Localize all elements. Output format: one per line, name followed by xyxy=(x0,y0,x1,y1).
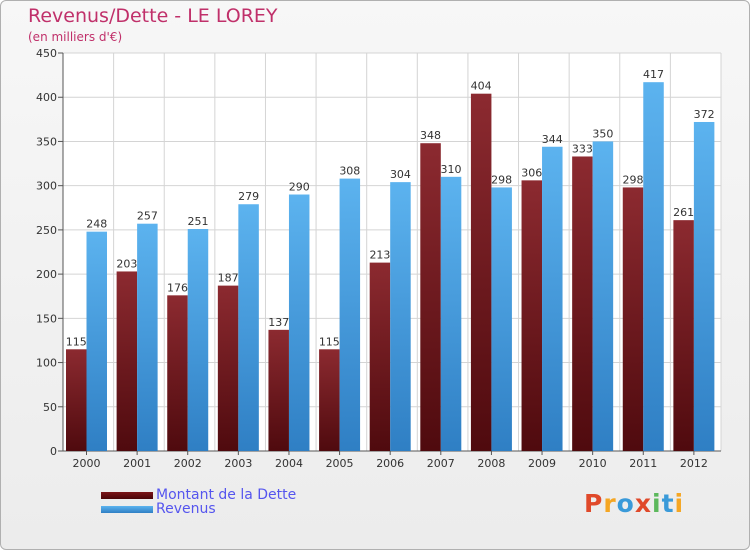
bar-revenus xyxy=(542,146,563,452)
bar-revenus xyxy=(643,82,664,451)
data-label-revenus: 257 xyxy=(137,210,158,223)
logo-letter: i xyxy=(674,489,685,518)
data-label-dette: 213 xyxy=(369,249,390,262)
bar-dette xyxy=(116,271,138,451)
x-tick-label: 2009 xyxy=(528,457,556,470)
bar-dette xyxy=(420,143,441,452)
bar-dette xyxy=(622,187,644,452)
x-tick-label: 2008 xyxy=(477,457,505,470)
bar-revenus xyxy=(288,194,310,451)
y-tick-label: 450 xyxy=(36,47,57,60)
y-tick-label: 100 xyxy=(36,357,57,370)
y-tick-label: 350 xyxy=(36,135,57,148)
bar-revenus xyxy=(137,223,158,451)
x-tick-label: 2003 xyxy=(224,457,252,470)
logo-letter: i xyxy=(652,489,662,518)
data-label-revenus: 372 xyxy=(694,108,715,121)
bar-revenus xyxy=(238,204,259,451)
y-tick-label: 250 xyxy=(36,224,57,237)
proxiti-logo: Proxiti xyxy=(584,489,684,518)
x-tick-label: 2004 xyxy=(275,457,303,470)
bar-dette xyxy=(268,329,289,451)
x-tick-label: 2001 xyxy=(123,457,151,470)
data-label-dette: 203 xyxy=(116,257,137,270)
chart-title: Revenus/Dette - LE LOREY xyxy=(28,5,278,27)
y-tick-label: 300 xyxy=(36,180,57,193)
y-tick-label: 50 xyxy=(43,401,57,414)
data-label-revenus: 417 xyxy=(643,68,664,81)
bar-revenus xyxy=(339,178,361,451)
x-tick-label: 2002 xyxy=(174,457,202,470)
bar-dette xyxy=(470,93,492,451)
data-label-dette: 348 xyxy=(420,129,441,142)
x-tick-label: 2005 xyxy=(326,457,354,470)
data-label-dette: 306 xyxy=(521,166,542,179)
y-tick-label: 150 xyxy=(36,312,57,325)
legend-swatch-revenus xyxy=(101,506,153,513)
x-tick-label: 2000 xyxy=(73,457,101,470)
x-tick-label: 2007 xyxy=(427,457,455,470)
data-label-dette: 404 xyxy=(471,80,492,93)
data-label-revenus: 248 xyxy=(86,218,107,231)
data-label-revenus: 298 xyxy=(491,173,512,186)
x-tick-label: 2006 xyxy=(376,457,404,470)
data-label-revenus: 279 xyxy=(238,190,259,203)
chart-subtitle: (en milliers d'€) xyxy=(28,30,123,44)
y-tick-label: 400 xyxy=(36,91,57,104)
data-label-dette: 187 xyxy=(218,272,239,285)
data-label-dette: 298 xyxy=(623,173,644,186)
bar-dette xyxy=(369,262,391,451)
data-label-dette: 261 xyxy=(673,206,694,219)
y-tick-label: 200 xyxy=(36,268,57,281)
legend-label-debt: Montant de la Dette xyxy=(156,487,297,503)
bar-dette xyxy=(167,295,188,451)
data-label-dette: 137 xyxy=(268,316,289,329)
data-label-revenus: 290 xyxy=(289,181,310,194)
logo-letter: o xyxy=(616,489,635,518)
legend-label-revenus: Revenus xyxy=(156,501,216,517)
x-tick-label: 2010 xyxy=(579,457,607,470)
y-tick-label: 0 xyxy=(50,445,57,458)
bar-dette xyxy=(319,349,340,451)
data-labels: 115 203 176 187 137 115 213 348 404 306 333 298 261 2… xyxy=(66,68,715,348)
bars xyxy=(66,82,715,452)
bar-revenus xyxy=(390,182,411,451)
bar-revenus xyxy=(693,121,715,451)
logo-letter: P xyxy=(584,489,604,518)
data-label-dette: 176 xyxy=(167,281,188,294)
bar-revenus xyxy=(592,141,614,451)
data-label-dette: 115 xyxy=(319,335,340,348)
bar-revenus xyxy=(86,231,107,451)
bar-revenus xyxy=(491,187,512,452)
legend-swatch-debt xyxy=(101,492,153,499)
bar-dette xyxy=(572,156,593,452)
bar-dette xyxy=(521,180,543,452)
x-tick-label: 2012 xyxy=(680,457,708,470)
bar-revenus xyxy=(187,229,209,451)
data-label-revenus: 308 xyxy=(339,165,360,178)
bar-dette xyxy=(217,285,239,451)
bar-dette xyxy=(66,349,87,451)
data-label-revenus: 304 xyxy=(390,168,411,181)
data-label-revenus: 350 xyxy=(592,127,613,140)
data-label-revenus: 344 xyxy=(542,133,563,146)
data-label-dette: 333 xyxy=(572,142,593,155)
data-label-dette: 115 xyxy=(66,335,87,348)
logo-letter: r xyxy=(603,489,617,518)
data-label-revenus: 251 xyxy=(187,215,208,228)
bar-dette xyxy=(673,220,694,451)
logo-letter: x xyxy=(634,489,652,518)
logo-letter: t xyxy=(661,489,675,518)
data-label-revenus: 310 xyxy=(441,163,462,176)
x-tick-label: 2011 xyxy=(629,457,657,470)
axes: 0 50 100 150 200 250 300 350 400 450 2000 2001 2002 2… xyxy=(36,47,721,470)
bar-revenus xyxy=(440,176,462,452)
